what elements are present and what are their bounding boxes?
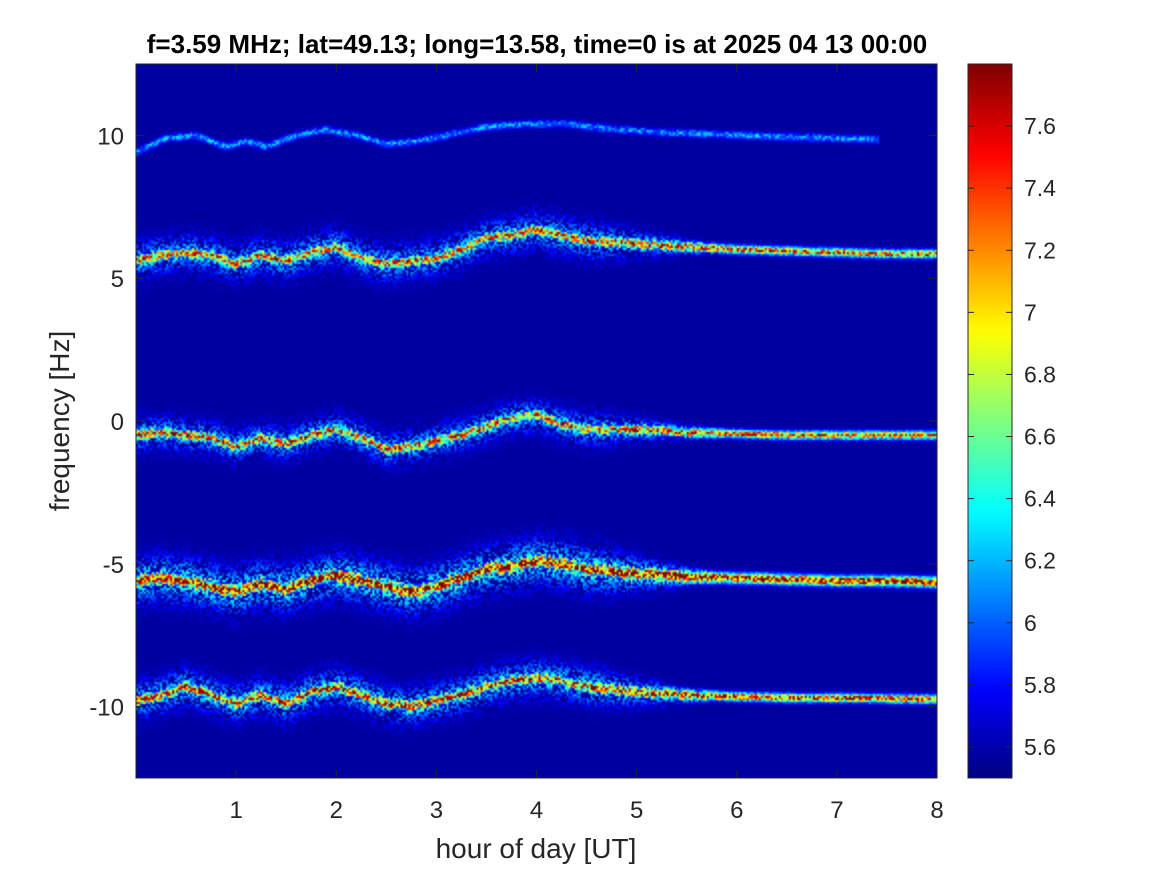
x-tick-label: 6 bbox=[730, 797, 743, 824]
x-tick-label: 3 bbox=[430, 797, 443, 824]
colorbar-tick-label: 7.4 bbox=[1024, 175, 1056, 201]
x-tick-label: 5 bbox=[630, 797, 643, 824]
y-tick-label: -5 bbox=[103, 552, 124, 579]
colorbar-tick-label: 7.6 bbox=[1024, 113, 1056, 139]
x-axis-label: hour of day [UT] bbox=[436, 833, 637, 864]
colorbar-tick-label: 6.6 bbox=[1024, 424, 1056, 450]
x-tick-label: 1 bbox=[229, 797, 242, 824]
colorbar bbox=[968, 64, 1012, 778]
colorbar-tick-label: 5.8 bbox=[1024, 672, 1056, 698]
spectrogram-heatmap bbox=[136, 64, 937, 778]
colorbar-tick-label: 7 bbox=[1024, 299, 1037, 325]
y-tick-label: -10 bbox=[89, 695, 124, 722]
x-tick-label: 2 bbox=[330, 797, 343, 824]
x-tick-label: 4 bbox=[530, 797, 543, 824]
y-tick-label: 0 bbox=[111, 409, 124, 436]
colorbar-tick-label: 5.6 bbox=[1024, 734, 1056, 760]
colorbar-tick-label: 6 bbox=[1024, 610, 1037, 636]
colorbar-tick-label: 6.4 bbox=[1024, 486, 1056, 512]
colorbar-tick-label: 6.8 bbox=[1024, 361, 1056, 387]
x-axis: 1 2 3 4 5 6 7 8 bbox=[229, 64, 944, 824]
x-tick-label: 7 bbox=[830, 797, 843, 824]
colorbar-frame bbox=[967, 63, 1013, 779]
colorbar-tick-label: 7.2 bbox=[1024, 237, 1056, 263]
colorbar-tick-label: 6.2 bbox=[1024, 548, 1056, 574]
y-axis: 10 5 0 -5 -10 bbox=[89, 123, 937, 722]
y-tick-label: 5 bbox=[111, 266, 124, 293]
x-tick-label: 8 bbox=[930, 797, 943, 824]
y-tick-label: 10 bbox=[97, 123, 124, 150]
colorbar-axis: 7.6 7.4 7.2 7 6.8 6.6 6.4 6.2 6 5.8 5.6 bbox=[968, 113, 1056, 760]
y-axis-label: frequency [Hz] bbox=[44, 331, 75, 512]
chart-title: f=3.59 MHz; lat=49.13; long=13.58, time=… bbox=[147, 29, 927, 59]
